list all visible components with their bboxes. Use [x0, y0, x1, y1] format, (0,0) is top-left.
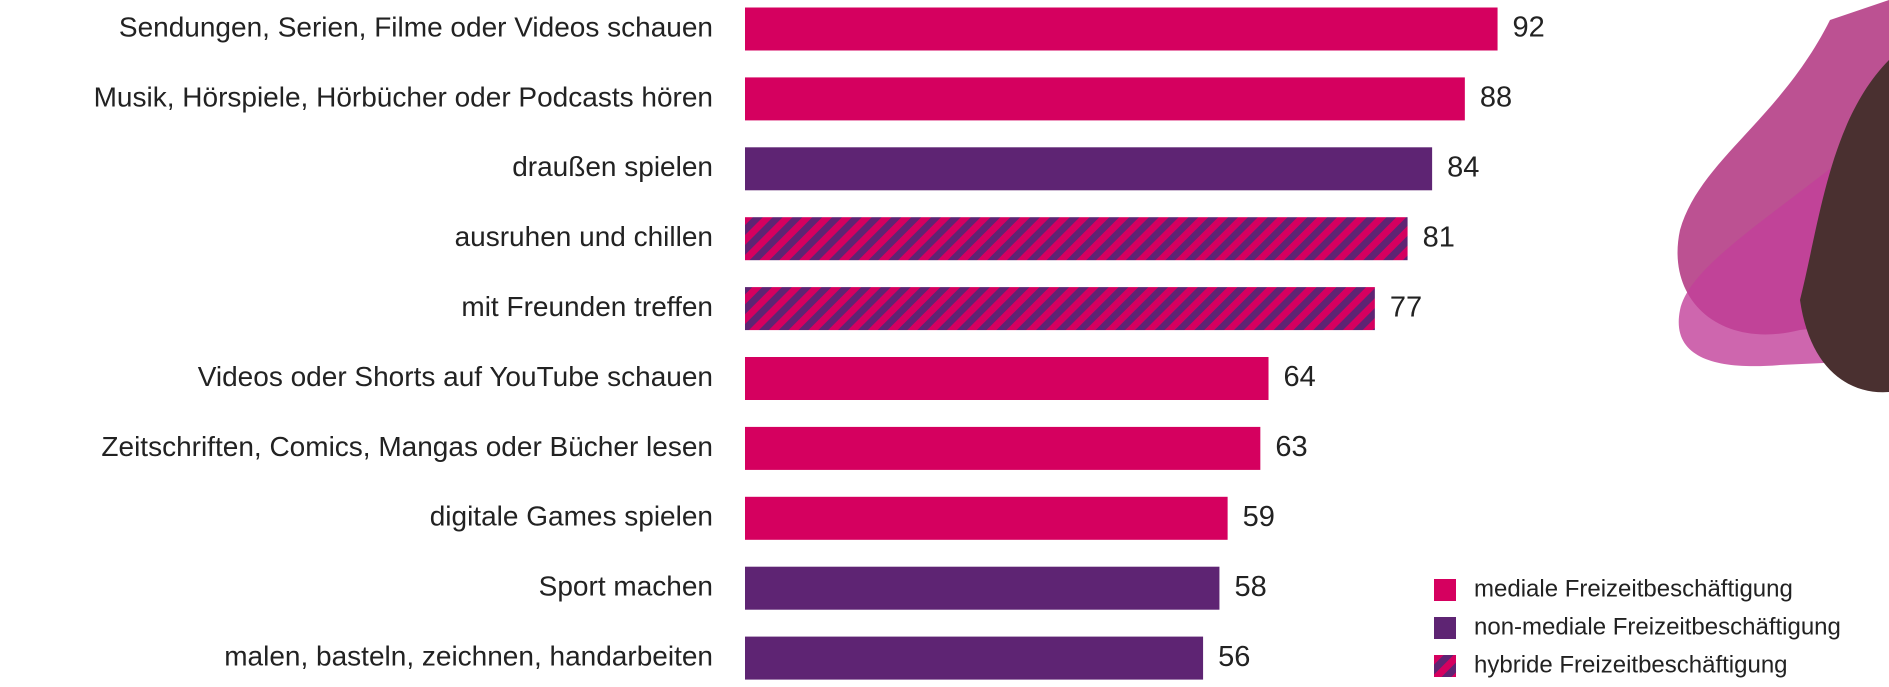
category-label: draußen spielen — [512, 151, 713, 182]
bar — [745, 7, 1498, 51]
category-label: mit Freunden treffen — [461, 291, 713, 322]
value-label: 88 — [1480, 82, 1512, 114]
photo-shape — [1800, 60, 1889, 393]
category-label: Musik, Hörspiele, Hörbücher oder Podcast… — [94, 81, 713, 112]
bar — [745, 426, 1261, 470]
value-label: 77 — [1390, 291, 1422, 323]
legend-swatch — [1434, 579, 1456, 601]
category-label: Sport machen — [539, 571, 713, 602]
value-label: 81 — [1423, 221, 1455, 253]
value-label: 92 — [1513, 12, 1545, 44]
category-label: digitale Games spielen — [430, 501, 713, 532]
bar — [745, 496, 1228, 540]
bar — [745, 566, 1220, 610]
bar — [745, 636, 1204, 680]
value-label: 58 — [1234, 571, 1266, 603]
bar — [745, 287, 1375, 331]
category-label: Sendungen, Serien, Filme oder Videos sch… — [119, 11, 713, 42]
value-label: 64 — [1284, 361, 1316, 393]
legend-swatch — [1434, 655, 1456, 677]
decoration — [1677, 0, 1889, 393]
value-label: 63 — [1275, 431, 1307, 463]
category-label: Zeitschriften, Comics, Mangas oder Büche… — [101, 431, 713, 462]
value-label: 59 — [1243, 501, 1275, 533]
legend-swatch — [1434, 617, 1456, 639]
bar — [745, 77, 1465, 121]
bar — [745, 147, 1433, 191]
legend-label: mediale Freizeitbeschäftigung — [1474, 575, 1793, 602]
bar — [745, 217, 1408, 261]
legend-label: non-mediale Freizeitbeschäftigung — [1474, 613, 1841, 640]
bar — [745, 357, 1269, 400]
category-label: Videos oder Shorts auf YouTube schauen — [198, 361, 713, 392]
value-label: 56 — [1218, 641, 1250, 673]
category-label: malen, basteln, zeichnen, handarbeiten — [224, 640, 713, 671]
value-label: 84 — [1447, 151, 1479, 183]
category-label: ausruhen und chillen — [455, 221, 713, 252]
legend-label: hybride Freizeitbeschäftigung — [1474, 651, 1788, 678]
